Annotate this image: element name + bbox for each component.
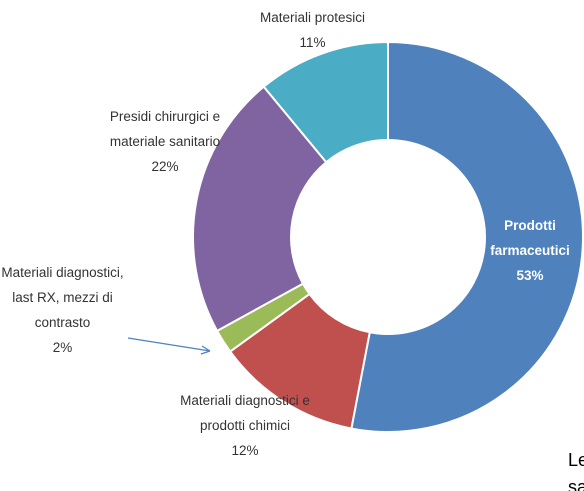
donut-segment	[228, 292, 371, 430]
donut-segment	[192, 85, 328, 333]
slice-label: Materiali diagnostici e prodotti chimici…	[170, 388, 320, 463]
value-label: 2%	[52, 340, 73, 355]
category-label: Materiali diagnostici, last RX, mezzi di…	[1, 265, 124, 330]
slice-label: Presidi chirurgici e materiale sanitario…	[85, 104, 245, 179]
category-label: Materiali diagnostici e prodotti chimici	[180, 393, 310, 433]
value-label: 12%	[231, 443, 259, 458]
value-label: 11%	[299, 35, 326, 50]
arrow-head	[200, 345, 211, 355]
slice-label: Prodotti farmaceutici 53%	[470, 213, 584, 288]
category-label: Materiali protesici	[259, 10, 366, 25]
body-text: sanita	[568, 477, 584, 491]
category-label: Presidi chirurgici e materiale sanitario	[109, 109, 221, 149]
value-label: 53%	[516, 268, 544, 283]
donut-segment	[215, 282, 311, 354]
category-label: Prodotti farmaceutici	[490, 218, 570, 258]
slice-label: Materiali diagnostici, last RX, mezzi di…	[0, 260, 125, 360]
leader-line	[127, 337, 211, 352]
body-text: Le prin	[568, 450, 584, 470]
donut-segment	[350, 40, 584, 433]
value-label: 22%	[151, 159, 179, 174]
slice-label: Materiali protesici 11%	[250, 5, 375, 55]
